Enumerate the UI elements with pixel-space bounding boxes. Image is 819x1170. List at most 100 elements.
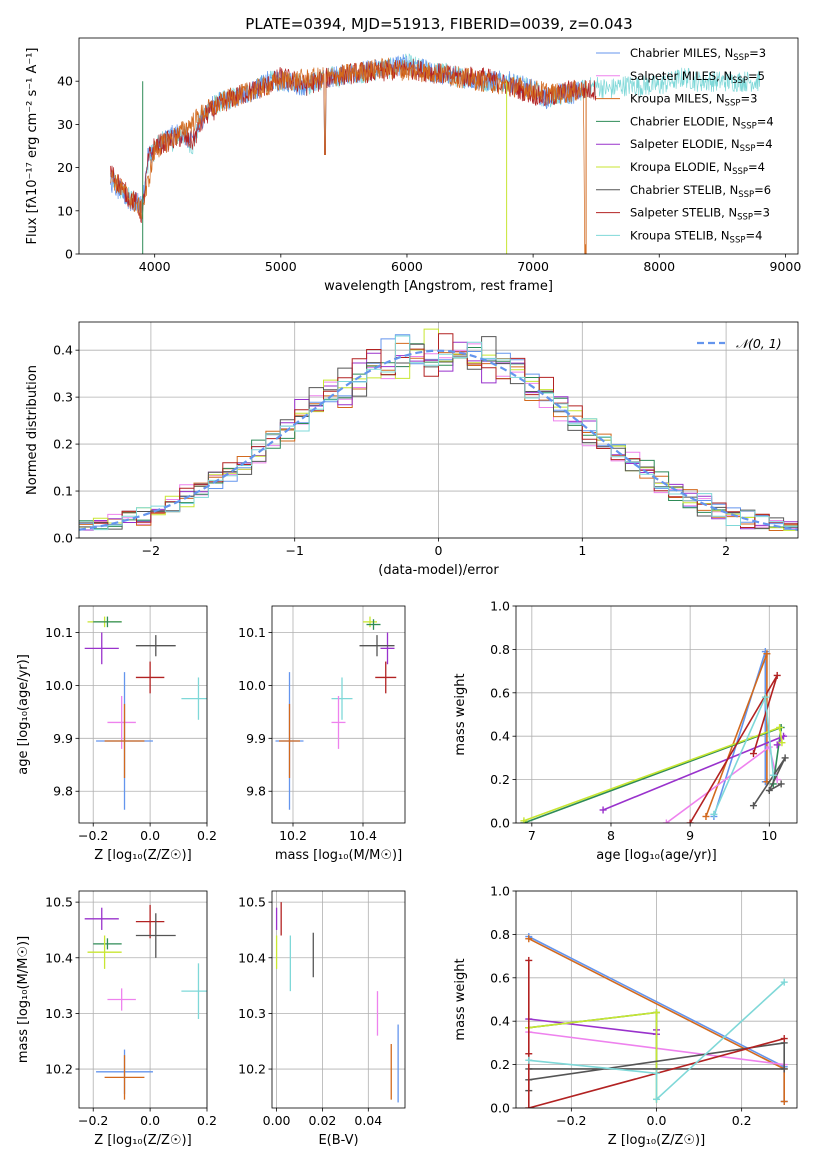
axes-frame bbox=[515, 605, 798, 824]
x-axis-label: age [log₁₀(age/yr)] bbox=[596, 848, 717, 863]
errorbar-point bbox=[93, 616, 122, 628]
legend-entry: Salpeter STELIB, NSSP=3 bbox=[630, 206, 770, 223]
weight-marker bbox=[653, 1069, 660, 1077]
x-axis-label: wavelength [Angstrom, rest frame] bbox=[324, 279, 553, 294]
weight-line bbox=[752, 757, 786, 807]
normal-curve bbox=[79, 349, 798, 531]
axes-frame bbox=[271, 890, 406, 1109]
x-tick-label: 2 bbox=[722, 543, 730, 558]
y-tick-label: 30 bbox=[57, 117, 73, 132]
x-tick-label: 0.0 bbox=[140, 1113, 160, 1128]
y-tick-label: 0.1 bbox=[53, 484, 73, 499]
errorbar-point bbox=[363, 616, 377, 628]
y-tick-label: 10.3 bbox=[238, 1006, 266, 1021]
weight-marker bbox=[780, 1035, 788, 1043]
weight-marker bbox=[773, 741, 781, 749]
weight-marker bbox=[710, 810, 718, 818]
weight-marker bbox=[780, 1065, 788, 1073]
x-tick-label: 8 bbox=[607, 828, 615, 843]
weight-marker bbox=[769, 771, 777, 779]
weight-marker bbox=[525, 1104, 533, 1108]
x-tick-label: 7000 bbox=[517, 259, 549, 274]
x-tick-label: 8000 bbox=[643, 259, 675, 274]
weight-line bbox=[665, 745, 778, 823]
weight-marker bbox=[765, 743, 773, 751]
legend-entry: Salpeter MILES, NSSP=5 bbox=[630, 69, 765, 86]
y-axis-label: mass weight bbox=[453, 958, 468, 1040]
weight-marker bbox=[763, 650, 771, 658]
weight-marker bbox=[773, 671, 781, 679]
errorbar-point bbox=[135, 635, 176, 657]
y-tick-label: 10.5 bbox=[45, 895, 73, 910]
x-tick-label: 1 bbox=[578, 543, 586, 558]
x-axis-label: Z [log₁₀(Z/Z☉)] bbox=[94, 1133, 191, 1148]
errorbar-point bbox=[104, 703, 145, 779]
weight-marker bbox=[520, 817, 528, 823]
errorbar-point bbox=[359, 635, 395, 657]
weight-vs-metallicity-panel: −0.2 0.0 0.2 0.0 0.2 0.4 0.6 0.8 1.0 Z [log₁₀(Z/Z… bbox=[453, 884, 798, 1148]
y-tick-label: 0.8 bbox=[490, 642, 510, 657]
y-tick-label: 0.2 bbox=[53, 437, 73, 452]
y-axis-label: Normed distribution bbox=[25, 365, 40, 495]
weight-marker bbox=[765, 786, 773, 794]
weight-marker bbox=[525, 1050, 533, 1058]
y-tick-label: 40 bbox=[57, 74, 73, 89]
spectrum-legend: Chabrier MILES, NSSP=3 Salpeter MILES, NS… bbox=[596, 46, 774, 245]
y-tick-label: 20 bbox=[57, 160, 73, 175]
plot-area bbox=[79, 328, 798, 538]
x-tick-label: −0.2 bbox=[78, 1113, 108, 1128]
weight-marker bbox=[780, 1097, 788, 1105]
legend-entry: Chabrier STELIB, NSSP=6 bbox=[630, 183, 771, 200]
y-tick-label: 0.4 bbox=[53, 343, 73, 358]
errorbar-point bbox=[366, 619, 381, 630]
y-tick-label: 0.2 bbox=[490, 1057, 510, 1072]
y-tick-label: 0.0 bbox=[490, 816, 510, 831]
residuals-panel: −2 −1 0 1 2 0.0 0.1 0.2 0.3 0.4 (data-model)/error… bbox=[25, 321, 799, 578]
weight-marker bbox=[686, 819, 694, 823]
errorbar-point bbox=[375, 661, 397, 694]
weight-marker bbox=[653, 1095, 660, 1103]
errorbar-point bbox=[181, 963, 207, 1019]
residual-legend: 𝒩(0, 1) bbox=[697, 336, 782, 351]
y-tick-label: 10.5 bbox=[238, 895, 266, 910]
y-tick-label: 10.2 bbox=[238, 1062, 266, 1077]
weight-marker bbox=[781, 754, 789, 762]
weight-marker bbox=[749, 802, 757, 810]
weight-line bbox=[528, 981, 785, 1102]
spectrum-line bbox=[110, 57, 586, 254]
y-tick-label: 0.0 bbox=[490, 1101, 510, 1116]
x-axis-label: E(B-V) bbox=[318, 1133, 358, 1148]
y-tick-label: 10.3 bbox=[45, 1006, 73, 1021]
y-tick-label: 0 bbox=[65, 247, 73, 262]
x-axis-label: (data-model)/error bbox=[378, 563, 499, 578]
legend-entry: Salpeter ELODIE, NSSP=4 bbox=[630, 137, 773, 154]
errorbar-point bbox=[93, 938, 122, 950]
weight-line bbox=[523, 726, 783, 822]
legend-entry: Kroupa MILES, NSSP=3 bbox=[630, 92, 757, 109]
y-tick-label: 10.1 bbox=[238, 625, 266, 640]
weight-marker bbox=[761, 693, 769, 701]
plot-area bbox=[525, 933, 788, 1108]
y-tick-label: 10.4 bbox=[238, 950, 266, 965]
plot-area bbox=[275, 902, 399, 1103]
y-tick-label: 10.4 bbox=[45, 950, 73, 965]
x-tick-label: 0.2 bbox=[197, 828, 217, 843]
errorbar-point bbox=[107, 695, 136, 749]
y-tick-label: 1.0 bbox=[490, 884, 510, 899]
x-tick-label: 0.04 bbox=[354, 1113, 382, 1128]
legend-entry: Chabrier ELODIE, NSSP=4 bbox=[630, 114, 774, 131]
x-tick-label: 0.2 bbox=[732, 1113, 752, 1128]
y-axis-label: mass weight bbox=[453, 673, 468, 755]
axes-frame bbox=[78, 605, 208, 824]
y-tick-label: 10 bbox=[57, 203, 73, 218]
weight-marker bbox=[525, 1056, 533, 1064]
weight-marker bbox=[653, 1009, 660, 1017]
axes-frame bbox=[78, 37, 799, 255]
errorbar-point bbox=[84, 632, 119, 665]
errorbar-point bbox=[104, 1055, 145, 1100]
y-tick-label: 9.9 bbox=[53, 731, 73, 746]
x-tick-label: −0.2 bbox=[556, 1113, 586, 1128]
legend-entry: Kroupa STELIB, NSSP=4 bbox=[630, 228, 762, 245]
y-tick-label: 10.1 bbox=[45, 625, 73, 640]
